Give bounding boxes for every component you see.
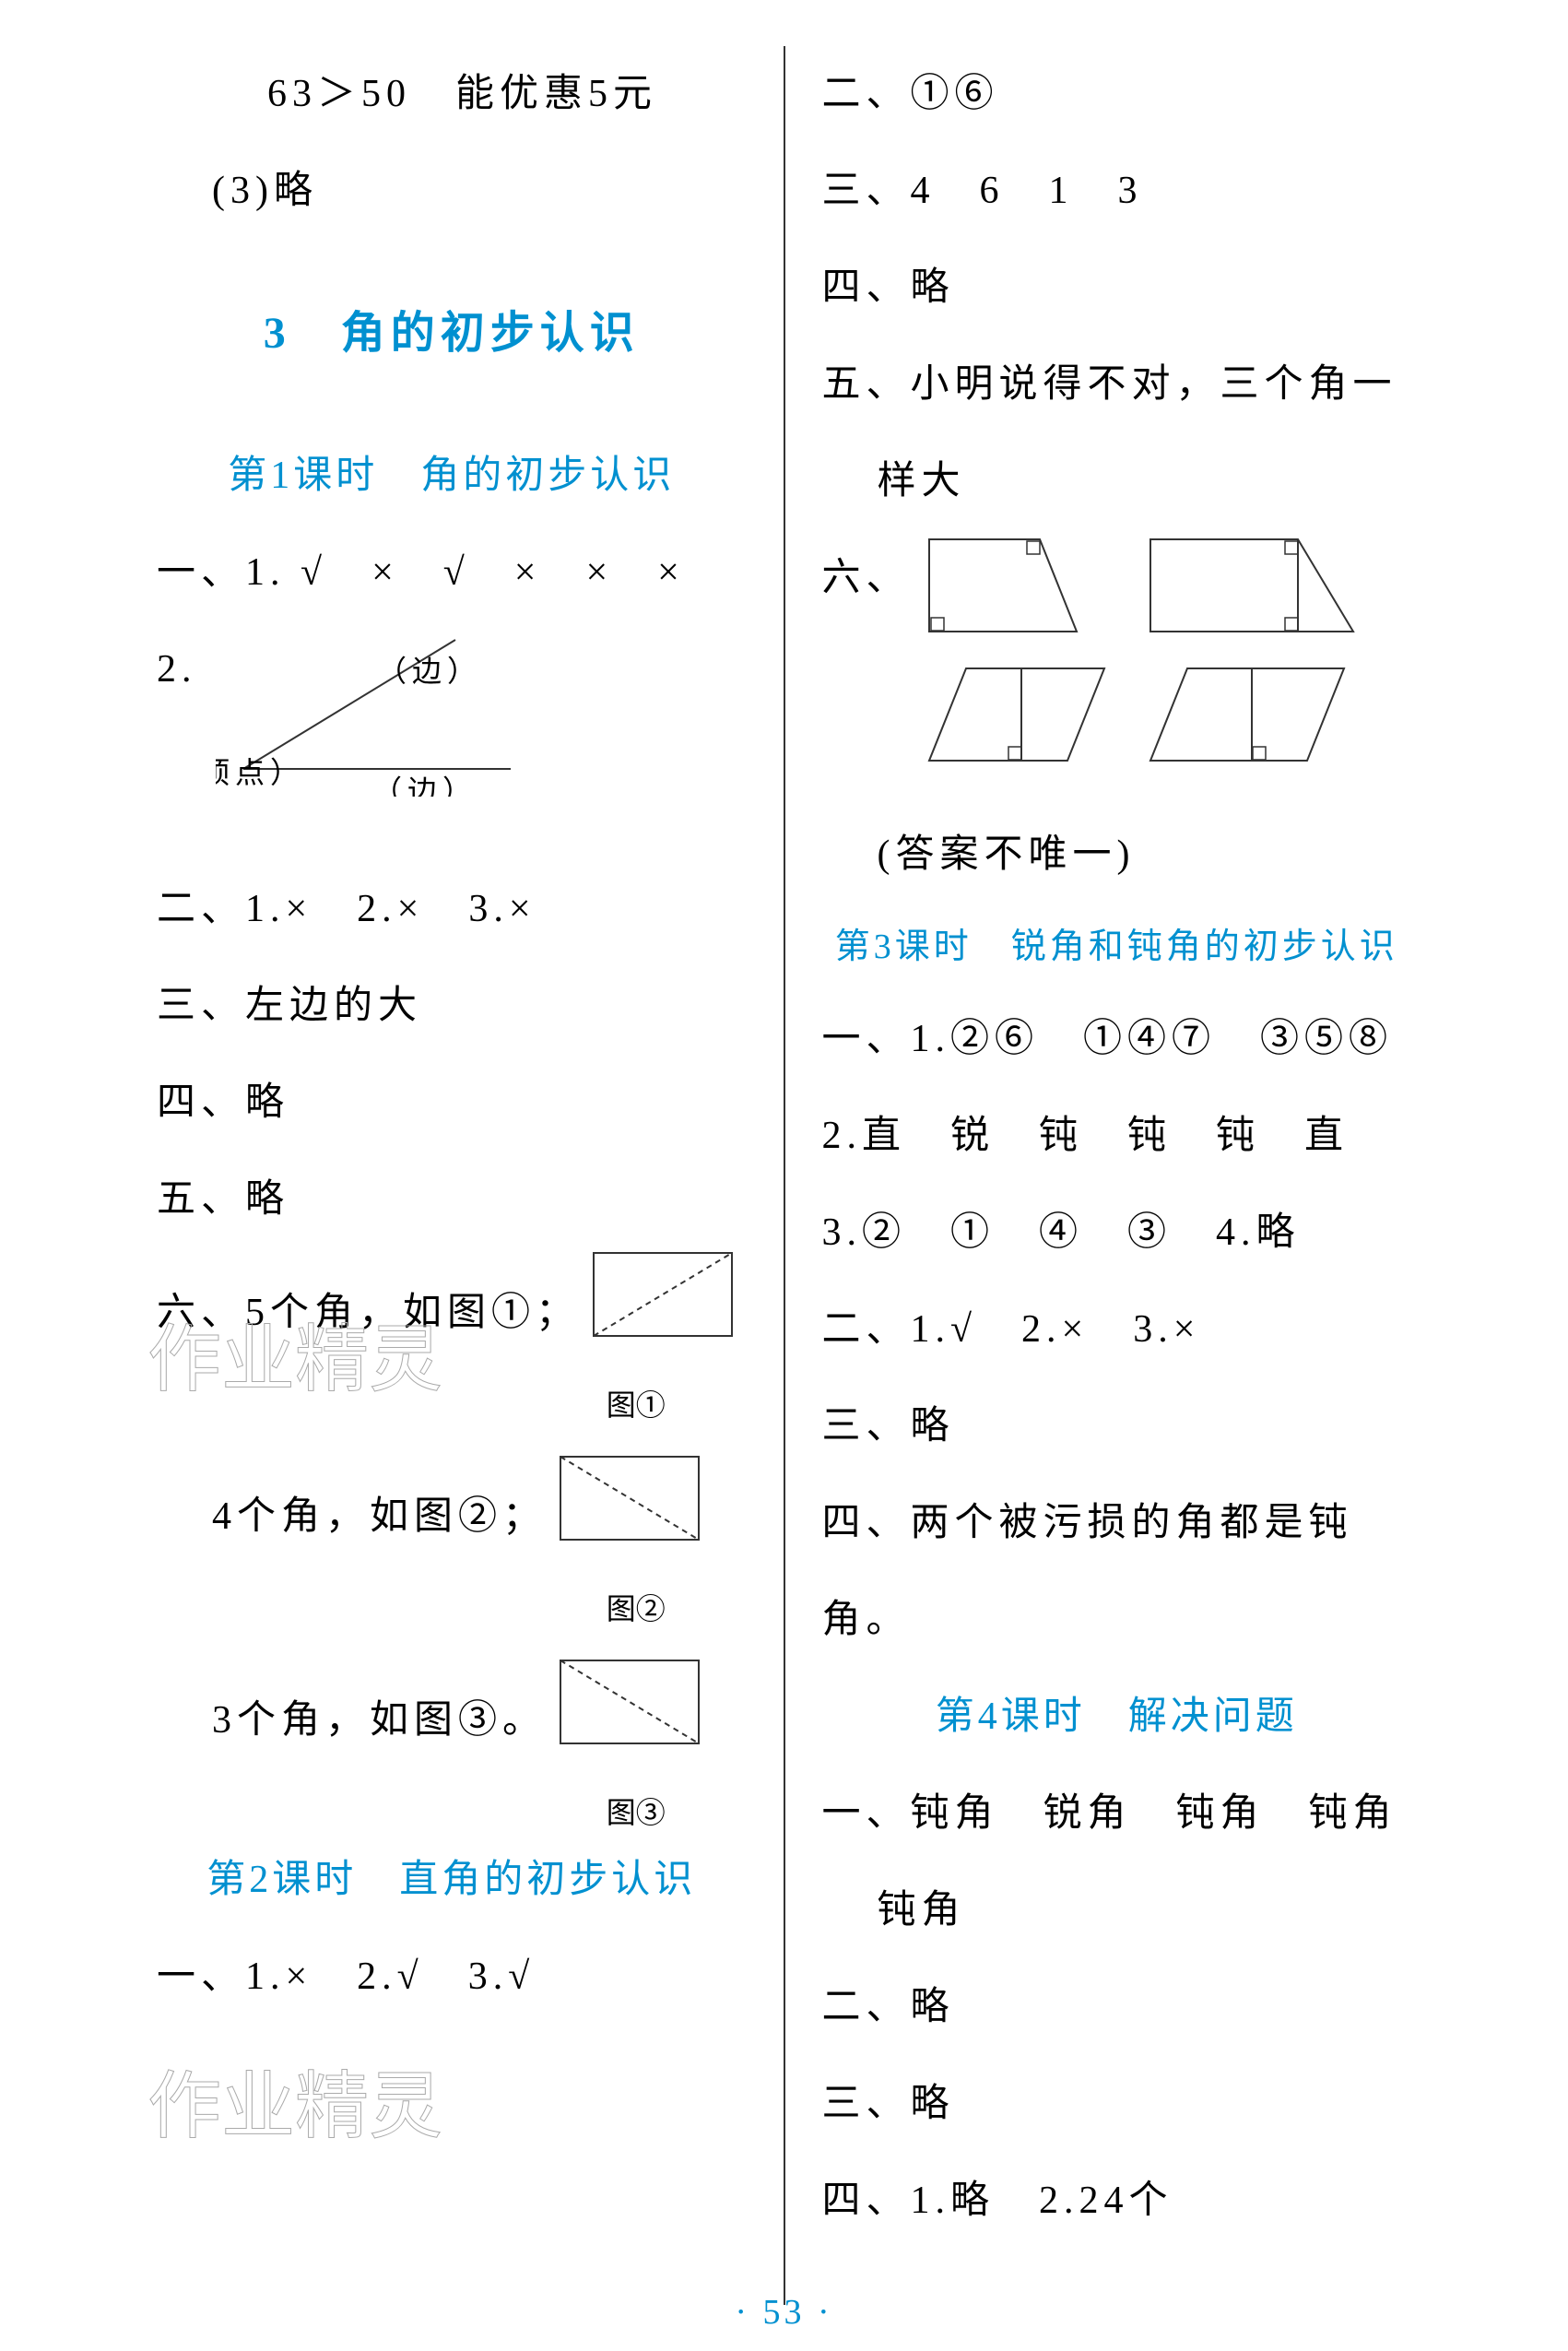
l3-q2: 二、1.√ 2.× 3.× (822, 1282, 1412, 1378)
r-q6-prefix: 六、 (822, 530, 911, 627)
l4-q1-l2: 钝角 (822, 1862, 1412, 1959)
q1-1: 一、1. √ × √ × × × (157, 525, 747, 621)
l4-q1-l1: 一、钝角 锐角 钝角 钝角 (822, 1766, 1412, 1862)
shapes-diagram (911, 530, 1372, 807)
q1-2-label: 2. (157, 621, 197, 718)
chapter-heading: 3 角的初步认识 (157, 267, 747, 400)
fig3-svg (556, 1656, 703, 1785)
r-q2: 二、①⑥ (822, 46, 1412, 143)
page-number: · 53 · (735, 2292, 832, 2333)
q4: 四、略 (157, 1055, 747, 1152)
q6-line1: 六、5个角，如图①； (157, 1265, 580, 1362)
q6-line2: 4个角，如图②； (212, 1469, 547, 1565)
fig1-label: 图① (157, 1382, 747, 1424)
angle-diagram: （边） （顶点） （边） (216, 621, 529, 833)
lesson3-heading: 第3课时 锐角和钝角的初步认识 (822, 904, 1412, 991)
l4-q3: 三、略 (822, 2056, 1412, 2153)
fig3-label: 图③ (157, 1790, 747, 1832)
answer-note: (答案不唯一) (822, 807, 1412, 904)
q2: 二、1.× 2.× 3.× (157, 861, 747, 958)
l3-q1-1: 一、1.②⑥ ①④⑦ ③⑤⑧ (822, 991, 1412, 1088)
q1-1-prefix: 一、1. (157, 551, 286, 594)
fig2-svg (556, 1452, 703, 1581)
left-column: 63＞50 能优惠5元 (3)略 3 角的初步认识 第1课时 角的初步认识 一、… (129, 46, 774, 2305)
l4-q2: 二、略 (822, 1959, 1412, 2056)
angle-vertex-label: （顶点） (216, 756, 305, 789)
l3-q3: 三、略 (822, 1378, 1412, 1475)
r-q5-l2: 样大 (822, 433, 1412, 530)
q6-row2: 4个角，如图②； (157, 1452, 747, 1581)
fig2-label: 图② (157, 1586, 747, 1628)
q1-2-row: 2. （边） （顶点） （边） (157, 621, 747, 833)
q6-row3: 3个角，如图③。 (157, 1656, 747, 1785)
lesson1-heading: 第1课时 角的初步认识 (157, 428, 747, 525)
fig1-svg (589, 1248, 737, 1377)
r-q6-row: 六、 (822, 530, 1412, 807)
lesson2-heading: 第2课时 直角的初步认识 (157, 1832, 747, 1929)
r-q4: 四、略 (822, 240, 1412, 337)
q3-ans: 三、左边的大 (157, 958, 747, 1055)
q3-omitted: (3)略 (157, 143, 747, 240)
q6-row1: 六、5个角，如图①； (157, 1248, 747, 1377)
r-q5-l1: 五、小明说得不对，三个角一 (822, 337, 1412, 433)
lesson4-heading: 第4课时 解决问题 (822, 1669, 1412, 1766)
l3-q1-2: 2.直 锐 钝 钝 钝 直 (822, 1088, 1412, 1185)
column-divider (784, 46, 785, 2305)
discount-line: 63＞50 能优惠5元 (157, 46, 747, 143)
r-q3: 三、4 6 1 3 (822, 143, 1412, 240)
angle-side2-label: （边） (372, 774, 477, 797)
right-column: 二、①⑥ 三、4 6 1 3 四、略 五、小明说得不对，三个角一 样大 六、 (795, 46, 1440, 2305)
l4-q4: 四、1.略 2.24个 (822, 2153, 1412, 2250)
q1-1-marks: √ × √ × × × (301, 551, 685, 594)
angle-side1-label: （边） (377, 655, 482, 688)
l3-q4: 四、两个被污损的角都是钝角。 (822, 1475, 1412, 1669)
q5: 五、略 (157, 1152, 747, 1248)
l2-q1: 一、1.× 2.√ 3.√ (157, 1929, 747, 2026)
l3-q1-3: 3.② ① ④ ③ 4.略 (822, 1185, 1412, 1282)
q6-line3: 3个角，如图③。 (212, 1672, 547, 1769)
